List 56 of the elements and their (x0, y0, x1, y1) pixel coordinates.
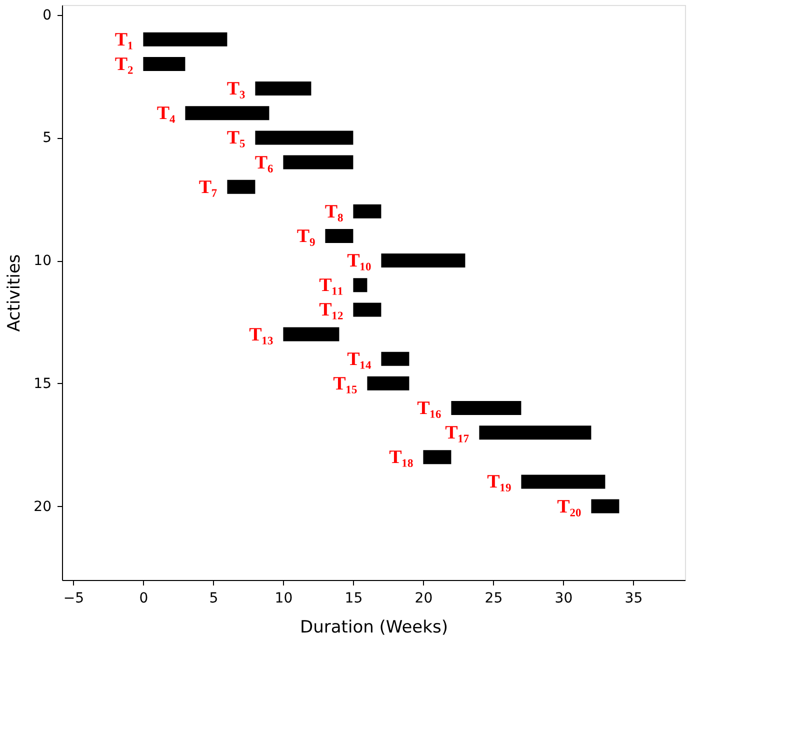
x-tick-label: 35 (624, 590, 643, 606)
x-axis-title: Duration (Weeks) (300, 618, 448, 638)
y-axis-title: Activities (4, 254, 25, 332)
x-tick-label: 30 (554, 590, 573, 606)
annotation: T₂ (114, 54, 134, 75)
annotation: T₁₁ (319, 275, 344, 296)
bar (255, 130, 354, 145)
bar (353, 302, 382, 317)
annotation: T₆ (254, 152, 274, 174)
y-tick-label: 15 (34, 376, 52, 392)
annotation: T₁₆ (417, 398, 442, 419)
bar (521, 474, 606, 489)
annotation: T₁₈ (389, 447, 414, 468)
annotation: T₄ (156, 103, 176, 124)
bar (325, 228, 354, 243)
annotation: T₇ (198, 176, 218, 198)
annotation: T₃ (226, 78, 246, 100)
annotation: T₁₀ (347, 250, 372, 272)
bar (423, 450, 452, 464)
annotation: T₉ (296, 226, 316, 247)
bar (353, 278, 368, 292)
bar (283, 327, 340, 342)
y-tick-label: 0 (42, 7, 52, 24)
annotation: T₈ (324, 201, 344, 222)
bar (479, 426, 592, 440)
y-tick-label: 10 (34, 253, 52, 270)
bar (143, 32, 228, 46)
x-tick-label: 20 (414, 590, 433, 606)
bar (381, 352, 410, 366)
bar (381, 254, 466, 268)
annotation: T₁₅ (333, 373, 358, 394)
annotation: T₁₂ (319, 300, 344, 321)
x-tick-label: 25 (484, 590, 503, 606)
annotation: T₁₇ (445, 422, 470, 444)
annotation: T₁₃ (249, 324, 274, 346)
bar (283, 155, 354, 170)
annotation: T₁ (114, 29, 134, 50)
x-tick-label: −5 (63, 590, 84, 606)
x-tick-label: 15 (344, 590, 363, 606)
bar (451, 400, 522, 415)
annotation: T₅ (226, 128, 246, 149)
bar (185, 106, 270, 120)
annotation: T₁₉ (487, 472, 512, 493)
bar (143, 56, 186, 71)
annotation: T₂₀ (557, 496, 582, 518)
x-tick-label: 10 (274, 590, 293, 606)
x-tick-label: 5 (209, 590, 218, 606)
bar (367, 376, 410, 390)
bar (353, 204, 382, 218)
y-tick-label: 20 (34, 498, 52, 515)
annotation: T₁₄ (347, 348, 372, 370)
y-tick-label: 5 (42, 130, 52, 146)
bar (591, 499, 620, 514)
bar (255, 82, 312, 96)
x-tick-label: 0 (139, 590, 148, 606)
bar (227, 180, 256, 194)
